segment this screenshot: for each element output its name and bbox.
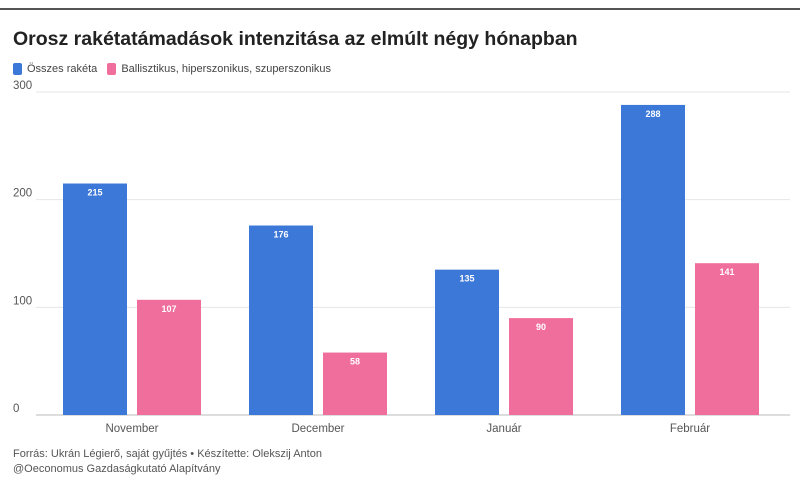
bar-value-label: 58 [350, 357, 360, 367]
bar-ballistic [695, 263, 759, 415]
bar-chart: 0 100 200 300 215 107 November 176 58 December 135… [13, 80, 790, 435]
bar-value-label: 288 [645, 109, 660, 119]
x-tick-label: Január [486, 423, 521, 435]
chart-title: Orosz rakétatámadások intenzitása az elm… [13, 28, 578, 50]
x-tick-label: December [291, 423, 344, 435]
bar-total [435, 269, 499, 415]
publisher-line: @Oeconomus Gazdaságkutató Alapítvány [13, 463, 221, 475]
bar-value-label: 107 [161, 304, 176, 314]
bar-value-label: 215 [87, 188, 102, 198]
bar-value-label: 135 [459, 274, 474, 284]
bar-total [621, 104, 685, 416]
bar-value-label: 141 [719, 267, 734, 277]
footer: Forrás: Ukrán Légierő, saját gyűjtés • K… [13, 447, 322, 477]
y-tick-label: 300 [13, 80, 32, 92]
bar-ballistic [137, 299, 201, 415]
legend-item-total: Összes rakéta [13, 63, 97, 75]
bar-total [63, 183, 127, 415]
legend-item-ballistic: Ballisztikus, hiperszonikus, szuperszoni… [107, 63, 331, 75]
legend: Összes rakéta Ballisztikus, hiperszoniku… [13, 63, 341, 75]
source-line: Forrás: Ukrán Légierő, saját gyűjtés • K… [13, 448, 322, 460]
bar-total [249, 225, 313, 415]
legend-label-total: Összes rakéta [27, 63, 98, 75]
y-tick-label: 200 [13, 188, 32, 200]
y-tick-label: 100 [13, 295, 32, 307]
x-tick-label: Február [670, 423, 710, 435]
bar-value-label: 176 [273, 230, 288, 240]
bar-value-label: 90 [536, 322, 546, 332]
legend-swatch-total [13, 63, 22, 75]
legend-label-ballistic: Ballisztikus, hiperszonikus, szuperszoni… [121, 63, 332, 75]
bar-ballistic [509, 318, 573, 415]
bar-ballistic [323, 352, 387, 415]
x-tick-label: November [105, 423, 158, 435]
top-rule [0, 8, 800, 10]
y-tick-label: 0 [13, 403, 19, 415]
legend-swatch-ballistic [107, 63, 117, 75]
